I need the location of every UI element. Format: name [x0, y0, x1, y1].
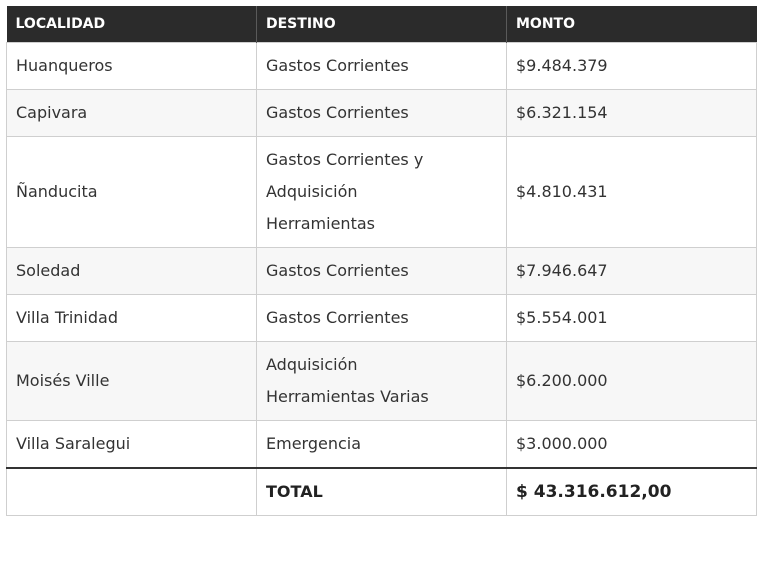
cell-monto: $6.321.154: [506, 89, 757, 137]
funds-table-container: LOCALIDAD DESTINO MONTO Huanqueros Gasto…: [6, 6, 757, 516]
header-localidad: LOCALIDAD: [6, 6, 257, 43]
cell-monto: $5.554.001: [506, 294, 757, 342]
funds-table: LOCALIDAD DESTINO MONTO Huanqueros Gasto…: [6, 6, 757, 516]
cell-destino: Gastos Corrientes y Adquisición Herramie…: [256, 136, 507, 248]
cell-monto: $9.484.379: [506, 42, 757, 90]
table-row: Villa Saralegui Emergencia $3.000.000: [6, 420, 757, 469]
header-monto: MONTO: [506, 6, 757, 43]
cell-localidad: Moisés Ville: [6, 341, 257, 421]
header-destino: DESTINO: [256, 6, 507, 43]
cell-localidad: Huanqueros: [6, 42, 257, 90]
cell-destino: Gastos Corrientes: [256, 294, 507, 342]
total-row: TOTAL $ 43.316.612,00: [6, 467, 757, 516]
cell-monto: $6.200.000: [506, 341, 757, 421]
cell-destino: Adquisición Herramientas Varias: [256, 341, 507, 421]
cell-destino: Gastos Corrientes: [256, 89, 507, 137]
cell-localidad: Ñanducita: [6, 136, 257, 248]
table-row: Huanqueros Gastos Corrientes $9.484.379: [6, 42, 757, 90]
cell-localidad: Capivara: [6, 89, 257, 137]
table-row: Ñanducita Gastos Corrientes y Adquisició…: [6, 136, 757, 248]
cell-localidad: Villa Saralegui: [6, 420, 257, 469]
table-row: Moisés Ville Adquisición Herramientas Va…: [6, 341, 757, 421]
cell-localidad: Soledad: [6, 247, 257, 295]
table-row: Villa Trinidad Gastos Corrientes $5.554.…: [6, 294, 757, 342]
header-row: LOCALIDAD DESTINO MONTO: [6, 6, 757, 43]
cell-monto: $7.946.647: [506, 247, 757, 295]
total-empty-cell: [6, 467, 257, 516]
cell-destino: Gastos Corrientes: [256, 42, 507, 90]
total-label: TOTAL: [256, 467, 507, 516]
table-row: Capivara Gastos Corrientes $6.321.154: [6, 89, 757, 137]
total-amount: $ 43.316.612,00: [506, 467, 757, 516]
table-row: Soledad Gastos Corrientes $7.946.647: [6, 247, 757, 295]
cell-localidad: Villa Trinidad: [6, 294, 257, 342]
cell-destino: Gastos Corrientes: [256, 247, 507, 295]
cell-destino: Emergencia: [256, 420, 507, 469]
cell-monto: $3.000.000: [506, 420, 757, 469]
cell-monto: $4.810.431: [506, 136, 757, 248]
